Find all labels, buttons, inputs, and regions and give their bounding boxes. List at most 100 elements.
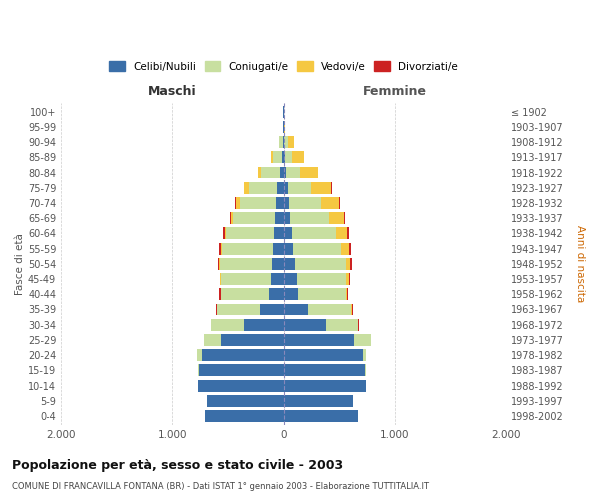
Bar: [206, 395, 284, 406]
Bar: [284, 288, 347, 300]
Bar: [284, 166, 317, 178]
Bar: [284, 304, 351, 316]
Bar: [197, 364, 284, 376]
Bar: [284, 152, 292, 164]
Bar: [204, 334, 284, 346]
Bar: [284, 228, 335, 239]
Bar: [220, 288, 284, 300]
Bar: [205, 410, 284, 422]
Bar: [220, 273, 284, 285]
Bar: [230, 212, 284, 224]
Bar: [284, 380, 366, 392]
Bar: [284, 334, 371, 346]
Bar: [271, 273, 284, 285]
Bar: [284, 395, 353, 406]
Bar: [284, 349, 366, 361]
Bar: [284, 304, 353, 316]
Bar: [199, 364, 284, 376]
Bar: [284, 212, 344, 224]
Bar: [284, 319, 359, 330]
Bar: [216, 304, 284, 316]
Bar: [204, 334, 284, 346]
Bar: [283, 121, 284, 133]
Bar: [284, 242, 293, 254]
Bar: [284, 349, 366, 361]
Bar: [284, 197, 321, 209]
Bar: [284, 380, 366, 392]
Bar: [284, 182, 288, 194]
Bar: [221, 334, 284, 346]
Bar: [284, 121, 286, 133]
Bar: [283, 121, 284, 133]
Bar: [284, 273, 349, 285]
Bar: [284, 364, 366, 376]
Bar: [284, 364, 365, 376]
Bar: [197, 380, 284, 392]
Bar: [282, 152, 284, 164]
Bar: [244, 182, 284, 194]
Bar: [273, 242, 284, 254]
Bar: [284, 212, 344, 224]
Bar: [211, 319, 284, 330]
Bar: [239, 197, 284, 209]
Bar: [284, 166, 318, 178]
Bar: [284, 288, 346, 300]
Bar: [223, 228, 284, 239]
Bar: [204, 334, 284, 346]
Bar: [284, 197, 340, 209]
Bar: [284, 166, 300, 178]
Bar: [197, 364, 284, 376]
Bar: [262, 166, 284, 178]
Bar: [275, 212, 284, 224]
Bar: [284, 242, 351, 254]
Bar: [284, 273, 346, 285]
Bar: [284, 273, 296, 285]
Bar: [220, 258, 284, 270]
Bar: [284, 288, 348, 300]
Bar: [260, 304, 284, 316]
Text: COMUNE DI FRANCAVILLA FONTANA (BR) - Dati ISTAT 1° gennaio 2003 - Elaborazione T: COMUNE DI FRANCAVILLA FONTANA (BR) - Dat…: [12, 482, 429, 491]
Bar: [284, 319, 358, 330]
Bar: [202, 349, 284, 361]
Bar: [284, 228, 347, 239]
Bar: [284, 395, 353, 406]
Bar: [284, 152, 304, 164]
Bar: [284, 182, 331, 194]
Bar: [279, 136, 284, 148]
Bar: [217, 304, 284, 316]
Bar: [244, 182, 284, 194]
Bar: [226, 228, 284, 239]
Bar: [284, 334, 371, 346]
Bar: [284, 410, 358, 422]
Text: Popolazione per età, sesso e stato civile - 2003: Popolazione per età, sesso e stato civil…: [12, 460, 343, 472]
Bar: [284, 364, 366, 376]
Bar: [284, 197, 289, 209]
Bar: [284, 228, 292, 239]
Bar: [284, 334, 371, 346]
Bar: [224, 228, 284, 239]
Bar: [284, 136, 287, 148]
Bar: [284, 152, 285, 164]
Bar: [284, 364, 366, 376]
Bar: [269, 288, 284, 300]
Bar: [284, 182, 311, 194]
Bar: [284, 242, 341, 254]
Bar: [235, 197, 284, 209]
Bar: [218, 258, 284, 270]
Bar: [284, 166, 286, 178]
Bar: [211, 319, 284, 330]
Bar: [197, 349, 284, 361]
Bar: [271, 152, 284, 164]
Bar: [284, 410, 358, 422]
Bar: [274, 228, 284, 239]
Bar: [284, 212, 290, 224]
Bar: [284, 395, 353, 406]
Bar: [284, 228, 349, 239]
Bar: [284, 136, 294, 148]
Bar: [258, 166, 284, 178]
Y-axis label: Fasce di età: Fasce di età: [15, 233, 25, 295]
Text: Maschi: Maschi: [148, 85, 197, 98]
Bar: [278, 136, 284, 148]
Bar: [284, 258, 346, 270]
Bar: [283, 121, 284, 133]
